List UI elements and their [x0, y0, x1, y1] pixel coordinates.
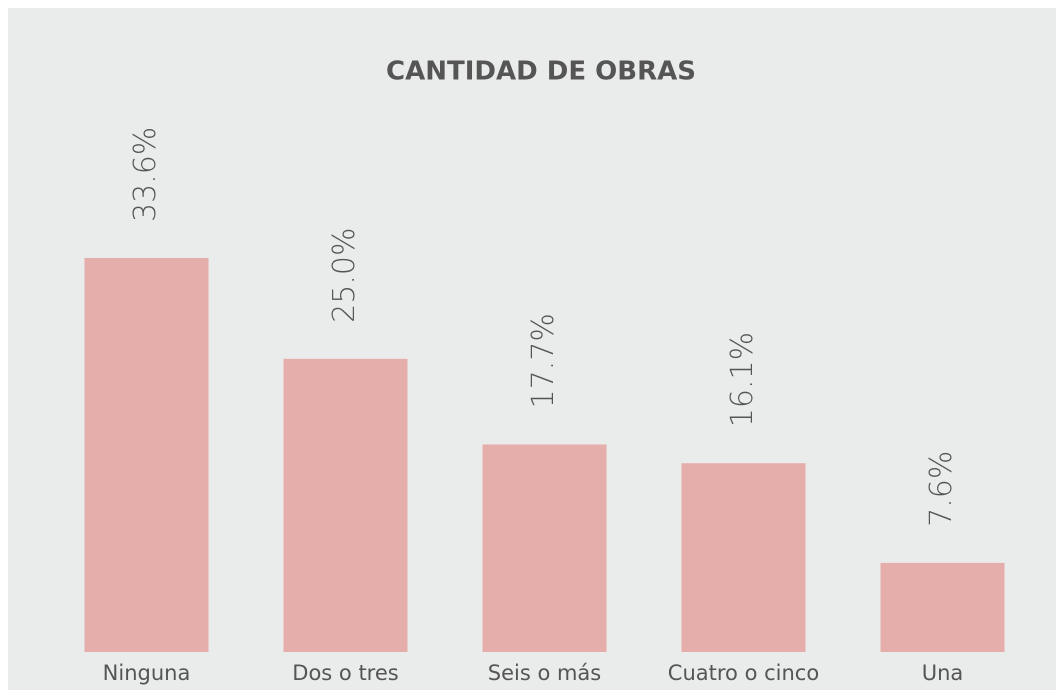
chart-title: CANTIDAD DE OBRAS	[386, 57, 696, 87]
bar	[681, 463, 806, 652]
data-label: 25.0%	[327, 228, 362, 323]
bar	[84, 258, 209, 652]
bar	[283, 358, 408, 652]
data-label: 33.6%	[128, 127, 163, 222]
bar	[482, 444, 607, 652]
x-tick-label: Cuatro o cinco	[668, 661, 819, 685]
data-label: 7.6%	[924, 451, 959, 527]
x-tick-label: Una	[922, 661, 964, 685]
data-label: 17.7%	[526, 313, 561, 408]
x-tick-label: Ninguna	[103, 661, 191, 685]
x-tick-label: Seis o más	[488, 661, 602, 685]
data-label: 16.1%	[725, 332, 760, 427]
bar	[880, 562, 1005, 652]
x-tick-label: Dos o tres	[292, 661, 398, 685]
